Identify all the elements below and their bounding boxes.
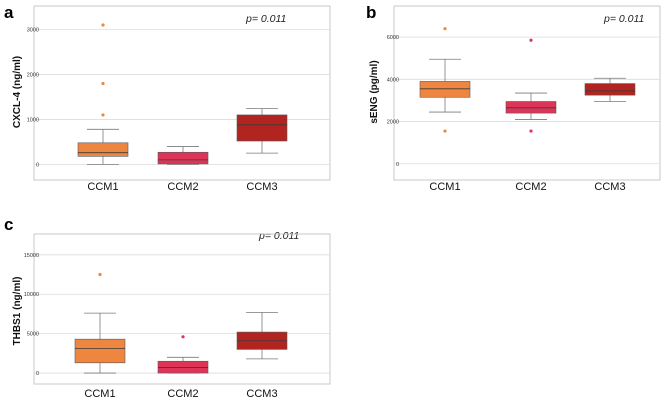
y-axis-label-c: THBS1 (ng/ml) bbox=[12, 277, 23, 346]
y-axis-label-a: CXCL-4 (ng/ml) bbox=[12, 56, 23, 128]
plot-area-c: 0 5000 10000 15000 CCM1 CCM2 CCM3 bbox=[24, 233, 331, 400]
outlier-point bbox=[529, 38, 533, 42]
box-ccm1 bbox=[419, 81, 471, 98]
y-tick-label: 5000 bbox=[27, 332, 39, 338]
x-category-label: CCM3 bbox=[246, 181, 277, 193]
box-ccm2 bbox=[505, 101, 557, 114]
outlier-point bbox=[529, 129, 533, 133]
plot-area-a: 0 1000 2000 3000 CCM1 CCM2 CCM3 bbox=[27, 5, 331, 193]
y-tick-label: 4000 bbox=[387, 77, 399, 83]
y-tick-label: 1000 bbox=[27, 117, 39, 123]
outlier-point bbox=[101, 81, 105, 86]
x-category-label: CCM3 bbox=[594, 181, 625, 193]
y-tick-label: 2000 bbox=[27, 72, 39, 78]
y-tick-label: 2000 bbox=[387, 120, 399, 126]
x-category-label: CCM1 bbox=[87, 181, 118, 193]
outlier-point bbox=[98, 272, 102, 277]
x-category-label: CCM1 bbox=[429, 181, 460, 193]
box-ccm2 bbox=[157, 151, 209, 165]
y-tick-label: 3000 bbox=[27, 27, 39, 33]
plot-frame bbox=[393, 5, 661, 181]
panel-b: b p= 0.011 sENG (pg/ml) 0 2000 4000 6000 CCM… bbox=[366, 3, 661, 193]
outlier-point bbox=[181, 335, 185, 339]
outlier-point bbox=[443, 129, 447, 133]
outlier-point bbox=[443, 27, 447, 31]
plot-area-b: 0 2000 4000 6000 CCM1 CCM2 CCM3 bbox=[387, 5, 661, 193]
y-tick-label: 0 bbox=[396, 162, 399, 168]
outlier-point bbox=[101, 23, 105, 27]
p-value-a: p= 0.011 bbox=[245, 13, 286, 25]
box-ccm1 bbox=[77, 142, 129, 157]
x-category-label: CCM2 bbox=[515, 181, 546, 193]
y-tick-label: 6000 bbox=[387, 35, 399, 41]
box-ccm1 bbox=[74, 338, 126, 364]
y-tick-label: 0 bbox=[36, 371, 39, 377]
x-category-label: CCM2 bbox=[167, 181, 198, 193]
x-category-label: CCM3 bbox=[246, 388, 277, 400]
panel-letter-b: b bbox=[366, 3, 376, 22]
plot-frame bbox=[33, 5, 331, 181]
panel-letter-a: a bbox=[4, 3, 14, 22]
panel-letter-c: c bbox=[4, 215, 13, 234]
x-category-label: CCM2 bbox=[167, 388, 198, 400]
box-ccm3 bbox=[236, 114, 288, 142]
p-value-c: p= 0.011 bbox=[258, 230, 299, 242]
y-tick-label: 10000 bbox=[24, 292, 39, 298]
panel-a: a p= 0.011 CXCL-4 (ng/ml) 0 1000 2000 3000 C… bbox=[4, 3, 331, 193]
panel-c: c p= 0.011 THBS1 (ng/ml) 0 5000 10000 15000… bbox=[4, 215, 331, 400]
plot-frame bbox=[33, 233, 331, 385]
y-axis-label-b: sENG (pg/ml) bbox=[369, 60, 380, 123]
x-category-label: CCM1 bbox=[84, 388, 115, 400]
y-tick-label: 0 bbox=[36, 162, 39, 168]
p-value-b: p= 0.011 bbox=[603, 13, 644, 25]
outlier-point bbox=[101, 113, 105, 117]
y-tick-label: 15000 bbox=[24, 253, 39, 259]
box-ccm3 bbox=[584, 83, 636, 96]
